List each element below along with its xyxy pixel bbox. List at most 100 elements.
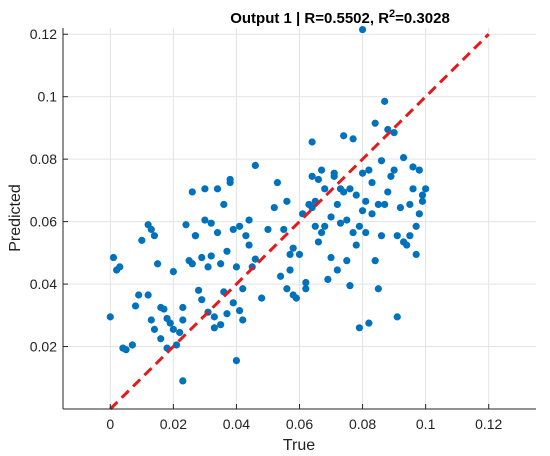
data-point xyxy=(280,225,288,234)
data-point xyxy=(251,255,259,263)
data-point xyxy=(122,346,130,354)
data-point xyxy=(242,232,250,240)
data-point xyxy=(245,241,253,249)
data-point xyxy=(235,307,244,315)
data-point xyxy=(308,138,316,146)
data-point xyxy=(166,319,174,327)
data-point xyxy=(333,200,341,209)
data-point xyxy=(210,313,218,321)
data-point xyxy=(188,188,196,196)
data-point xyxy=(147,225,155,234)
data-point xyxy=(352,191,360,199)
data-point xyxy=(403,241,411,249)
data-point xyxy=(109,253,118,262)
data-point xyxy=(349,228,357,237)
data-point xyxy=(381,97,389,105)
x-tick-label: 0.04 xyxy=(223,416,250,432)
data-point xyxy=(308,172,316,180)
data-point xyxy=(191,232,200,240)
data-point xyxy=(317,166,326,174)
x-tick-label: 0.1 xyxy=(416,416,436,432)
x-axis-label: True xyxy=(283,437,315,454)
data-points xyxy=(106,25,430,385)
data-point xyxy=(245,216,253,224)
data-point xyxy=(198,253,206,262)
data-point xyxy=(387,172,395,180)
data-point xyxy=(251,161,259,170)
y-tick-label: 0.12 xyxy=(30,26,57,42)
data-point xyxy=(418,197,427,205)
data-point xyxy=(368,178,376,187)
y-tick-label: 0.08 xyxy=(30,151,57,167)
data-point xyxy=(169,325,177,333)
data-point xyxy=(150,232,159,240)
data-point xyxy=(302,278,310,287)
data-point xyxy=(362,197,370,205)
y-tick-label: 0.1 xyxy=(38,89,58,105)
data-point xyxy=(154,260,162,268)
data-point xyxy=(371,119,379,127)
data-point xyxy=(308,203,316,212)
data-point xyxy=(176,328,184,337)
data-point xyxy=(179,377,187,385)
data-point xyxy=(406,200,414,209)
data-point xyxy=(358,169,367,177)
axes xyxy=(62,28,536,410)
data-point xyxy=(295,250,304,259)
data-point xyxy=(217,260,225,268)
data-point xyxy=(384,188,392,196)
x-tick-label: 0.02 xyxy=(160,416,187,432)
data-point xyxy=(160,305,168,313)
chart-title-superscript: 2 xyxy=(389,8,395,20)
data-point xyxy=(409,163,417,171)
data-point xyxy=(362,228,370,237)
data-point xyxy=(276,272,285,280)
data-point xyxy=(198,296,206,304)
data-point xyxy=(106,313,114,321)
data-point xyxy=(270,203,278,212)
data-point xyxy=(213,228,222,237)
data-point xyxy=(179,303,187,312)
data-point xyxy=(317,228,326,237)
data-point xyxy=(229,299,237,307)
data-point xyxy=(368,210,376,218)
data-point xyxy=(210,324,218,332)
data-point xyxy=(229,225,237,234)
fit-line xyxy=(109,33,490,411)
data-point xyxy=(406,232,414,240)
data-point xyxy=(422,185,430,193)
data-point xyxy=(412,250,420,259)
data-point xyxy=(213,185,222,193)
data-point xyxy=(188,260,196,268)
data-point xyxy=(223,310,231,318)
data-point xyxy=(207,219,215,227)
data-point xyxy=(374,285,382,293)
data-point xyxy=(311,222,319,230)
data-point xyxy=(365,166,373,174)
grid-lines xyxy=(63,28,536,409)
data-point xyxy=(194,286,203,294)
data-point xyxy=(201,185,209,193)
data-point xyxy=(135,291,143,299)
data-point xyxy=(169,267,177,276)
data-point xyxy=(327,253,335,262)
data-point xyxy=(220,200,228,209)
data-point xyxy=(289,244,297,252)
data-point xyxy=(346,282,354,290)
data-point xyxy=(324,275,332,283)
x-tick-label: 0 xyxy=(106,416,114,432)
data-point xyxy=(374,200,382,209)
data-point xyxy=(355,222,364,230)
data-point xyxy=(396,203,405,212)
data-point xyxy=(223,247,231,255)
data-point xyxy=(393,232,401,240)
data-point xyxy=(365,319,373,327)
data-point xyxy=(201,216,209,224)
data-point xyxy=(343,216,351,224)
data-point xyxy=(352,241,360,249)
data-point xyxy=(355,324,364,332)
x-tick-label: 0.12 xyxy=(475,416,502,432)
data-point xyxy=(418,191,427,199)
chart-title-tail: =0.3028 xyxy=(395,10,450,27)
